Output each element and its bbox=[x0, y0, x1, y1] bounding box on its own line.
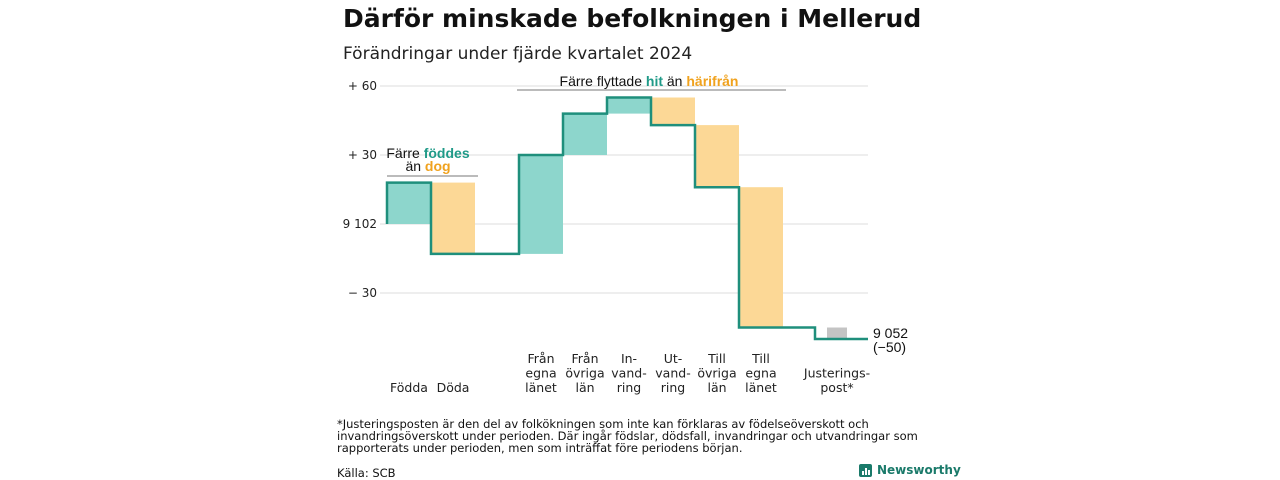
category-label: övriga bbox=[697, 366, 736, 381]
bar bbox=[607, 97, 651, 114]
category-label: Ut- bbox=[664, 351, 683, 366]
category-label: Födda bbox=[390, 380, 428, 395]
brand-name: Newsworthy bbox=[877, 463, 961, 477]
chart-subtitle: Förändringar under fjärde kvartalet 2024 bbox=[343, 44, 693, 64]
category-label: Döda bbox=[437, 380, 470, 395]
bar bbox=[563, 113, 607, 155]
category-label: egna bbox=[525, 366, 556, 381]
chart-title: Därför minskade befolkningen i Mellerud bbox=[343, 4, 922, 33]
category-label: egna bbox=[745, 366, 776, 381]
category-label: länet bbox=[745, 380, 777, 395]
category-label: länet bbox=[525, 380, 557, 395]
newsworthy-icon bbox=[859, 463, 872, 477]
category-label: vand- bbox=[655, 366, 690, 381]
category-label: län bbox=[575, 380, 594, 395]
category-label: vand- bbox=[611, 366, 646, 381]
end-change-label: (−50) bbox=[873, 339, 906, 355]
bar bbox=[695, 125, 739, 188]
source: Källa: SCB bbox=[337, 466, 396, 480]
footnote: *Justeringsposten är den del av folkökni… bbox=[337, 417, 918, 455]
annotation-births-line2: än dog bbox=[405, 158, 450, 174]
category-label: Justerings- bbox=[803, 366, 870, 381]
annotation-migration: Färre flyttade hit än härifrån bbox=[560, 73, 739, 89]
category-label: övriga bbox=[565, 366, 604, 381]
y-tick-label: − 30 bbox=[348, 286, 377, 300]
y-tick-label: 9 102 bbox=[343, 217, 377, 231]
bar bbox=[519, 155, 563, 254]
bar bbox=[651, 97, 695, 126]
category-label: ring bbox=[617, 380, 641, 395]
y-tick-label: + 60 bbox=[348, 79, 377, 93]
bar bbox=[387, 182, 431, 224]
category-label: post* bbox=[820, 380, 853, 395]
category-label: län bbox=[707, 380, 726, 395]
category-label: Till bbox=[751, 351, 770, 366]
bar bbox=[739, 187, 783, 328]
bar bbox=[431, 182, 475, 254]
end-value-label: 9 052 bbox=[873, 325, 908, 341]
category-label: Till bbox=[707, 351, 726, 366]
category-label: ring bbox=[661, 380, 685, 395]
cumulative-line bbox=[385, 96, 868, 341]
brand-logo: Newsworthy bbox=[859, 463, 961, 477]
annotation-births-line1: Färre föddes bbox=[386, 145, 469, 161]
category-label: In- bbox=[621, 351, 637, 366]
category-label: Från bbox=[571, 351, 598, 366]
category-label: Från bbox=[527, 351, 554, 366]
bar bbox=[827, 327, 847, 339]
y-tick-label: + 30 bbox=[348, 148, 377, 162]
